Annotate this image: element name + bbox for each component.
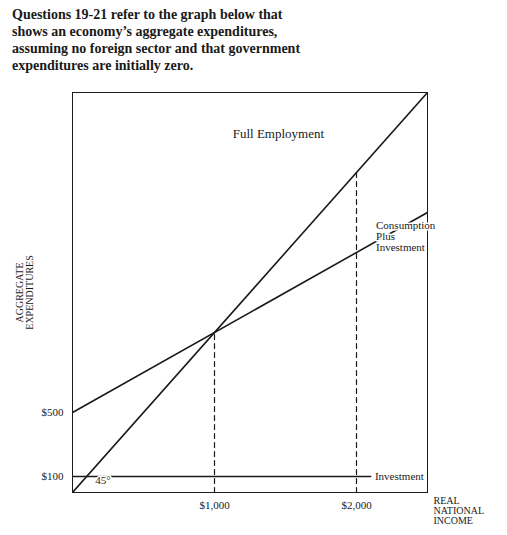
- svg-text:$500: $500: [42, 406, 65, 418]
- svg-text:Full Employment: Full Employment: [233, 126, 325, 141]
- svg-text:$2,000: $2,000: [341, 499, 372, 511]
- svg-text:$1,000: $1,000: [199, 499, 230, 511]
- svg-text:Investment: Investment: [375, 470, 424, 482]
- svg-text:ConsumptionPlusInvestment: ConsumptionPlusInvestment: [376, 219, 436, 253]
- svg-text:$100: $100: [42, 470, 65, 482]
- html-text:Questions 19-21 refer to the g: Questions 19-21 refer to the graph below…: [12, 7, 300, 73]
- svg-text:45°: 45°: [95, 474, 110, 486]
- svg-text:AGGREGATEEXPENDITURES: AGGREGATEEXPENDITURES: [14, 255, 35, 329]
- svg-text:REALNATIONALINCOME: REALNATIONALINCOME: [434, 495, 485, 526]
